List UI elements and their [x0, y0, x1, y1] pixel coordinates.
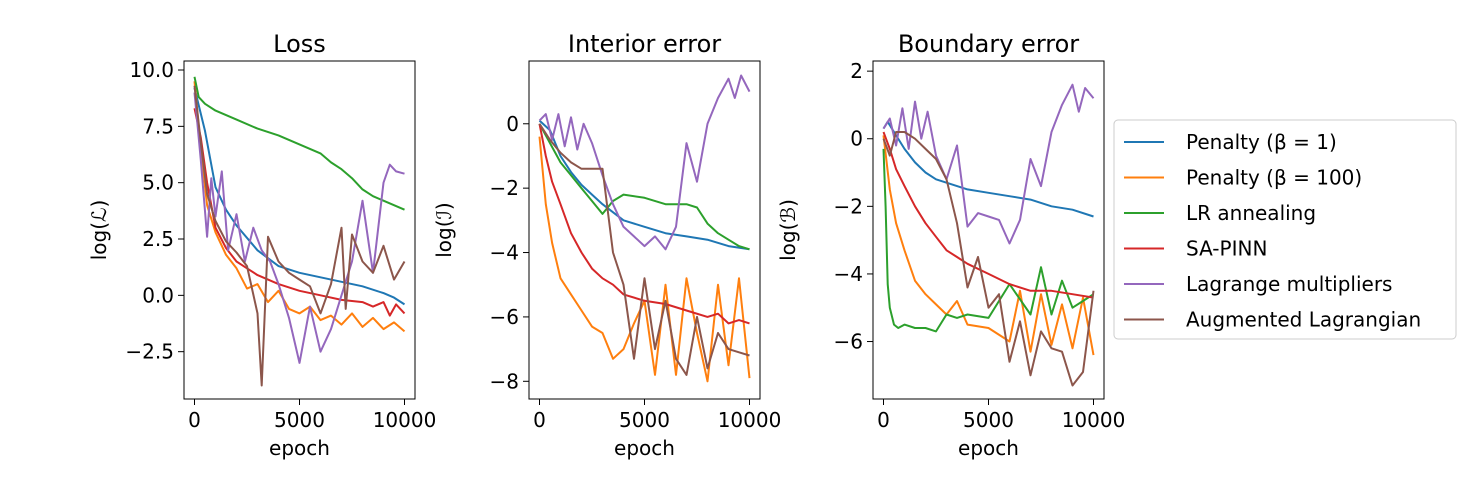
legend: Penalty (β = 1) Penalty (β = 100) LR annea… [1113, 119, 1457, 340]
legend-label: Penalty (β = 100) [1186, 166, 1362, 190]
subplot-1: 0 5000 10000 −2.5 0.0 2.5 5.0 7.5 10.0 Loss epoch l… [87, 30, 436, 460]
subplot-2: 0 5000 10000 −8 −6 −4 −2 0 Interior error epoch lo… [432, 30, 781, 460]
series-line-lagrange-multipliers [193, 92, 405, 364]
x-tick-label: 10000 [373, 408, 437, 432]
series-line-lagrange-multipliers [882, 83, 1095, 245]
y-tick-label: 0.0 [142, 283, 174, 307]
legend-label: Penalty (β = 1) [1186, 130, 1337, 154]
legend-label: SA-PINN [1186, 237, 1267, 261]
subplot-3: 0 5000 10000 −6 −4 −2 0 2 Boundary error epoch log… [776, 30, 1125, 460]
series-line-penalty-100 [193, 81, 406, 333]
chart-title: Boundary error [898, 30, 1079, 58]
series-line-penalty-1 [538, 119, 750, 251]
y-tick-label: 5.0 [142, 171, 174, 195]
x-tick-label: 0 [877, 408, 890, 432]
series-line-lr-annealing [882, 148, 1095, 333]
y-tick-label: −4 [490, 241, 519, 265]
legend-label: Lagrange multipliers [1186, 272, 1392, 296]
series-line-penalty-1 [882, 120, 1094, 218]
axes-frame [872, 60, 1105, 400]
legend-label: Augmented Lagrangian [1186, 308, 1421, 332]
y-axis-label: log(ℒ) [87, 200, 111, 261]
y-tick-label: −4 [834, 262, 863, 286]
y-tick-label: −6 [834, 330, 863, 354]
series-line-penalty-100 [882, 135, 1095, 356]
y-tick-label: −2.5 [125, 340, 174, 364]
series-line-penalty-1 [193, 87, 406, 306]
y-tick-label: −2 [834, 194, 863, 218]
x-tick-label: 10000 [1062, 408, 1126, 432]
chart-title: Loss [273, 30, 326, 58]
x-tick-label: 0 [188, 408, 201, 432]
x-tick-label: 5000 [619, 408, 670, 432]
y-tick-label: 7.5 [142, 114, 174, 138]
series-line-augmented-lagrangian [538, 123, 750, 376]
x-axis-label: epoch [614, 436, 675, 460]
y-tick-label: 2 [850, 59, 863, 83]
series-line-lagrange-multipliers [538, 74, 751, 251]
series-line-lr-annealing [193, 76, 405, 211]
series-line-sa-pinn [538, 123, 750, 325]
y-tick-label: 0 [850, 127, 863, 151]
y-tick-label: −2 [490, 176, 519, 200]
x-tick-label: 5000 [963, 408, 1014, 432]
x-axis-label: epoch [958, 436, 1019, 460]
y-tick-label: −8 [490, 369, 519, 393]
legend-box [1113, 119, 1457, 340]
x-axis-label: epoch [269, 436, 330, 460]
x-tick-label: 5000 [274, 408, 325, 432]
series-line-lr-annealing [538, 123, 750, 251]
y-tick-label: 10.0 [129, 58, 174, 82]
y-tick-label: 0 [506, 112, 519, 136]
x-tick-label: 10000 [718, 408, 782, 432]
y-tick-label: 2.5 [142, 227, 174, 251]
series-line-augmented-lagrangian [193, 85, 406, 387]
series-line-sa-pinn [882, 131, 1094, 299]
legend-label: LR annealing [1186, 201, 1316, 225]
y-axis-label: log(ℐ) [432, 202, 456, 258]
y-axis-label: log(ℬ) [776, 199, 800, 261]
series-line-augmented-lagrangian [882, 131, 1095, 387]
x-tick-label: 0 [533, 408, 546, 432]
y-tick-label: −6 [490, 305, 519, 329]
chart-title: Interior error [568, 30, 721, 58]
